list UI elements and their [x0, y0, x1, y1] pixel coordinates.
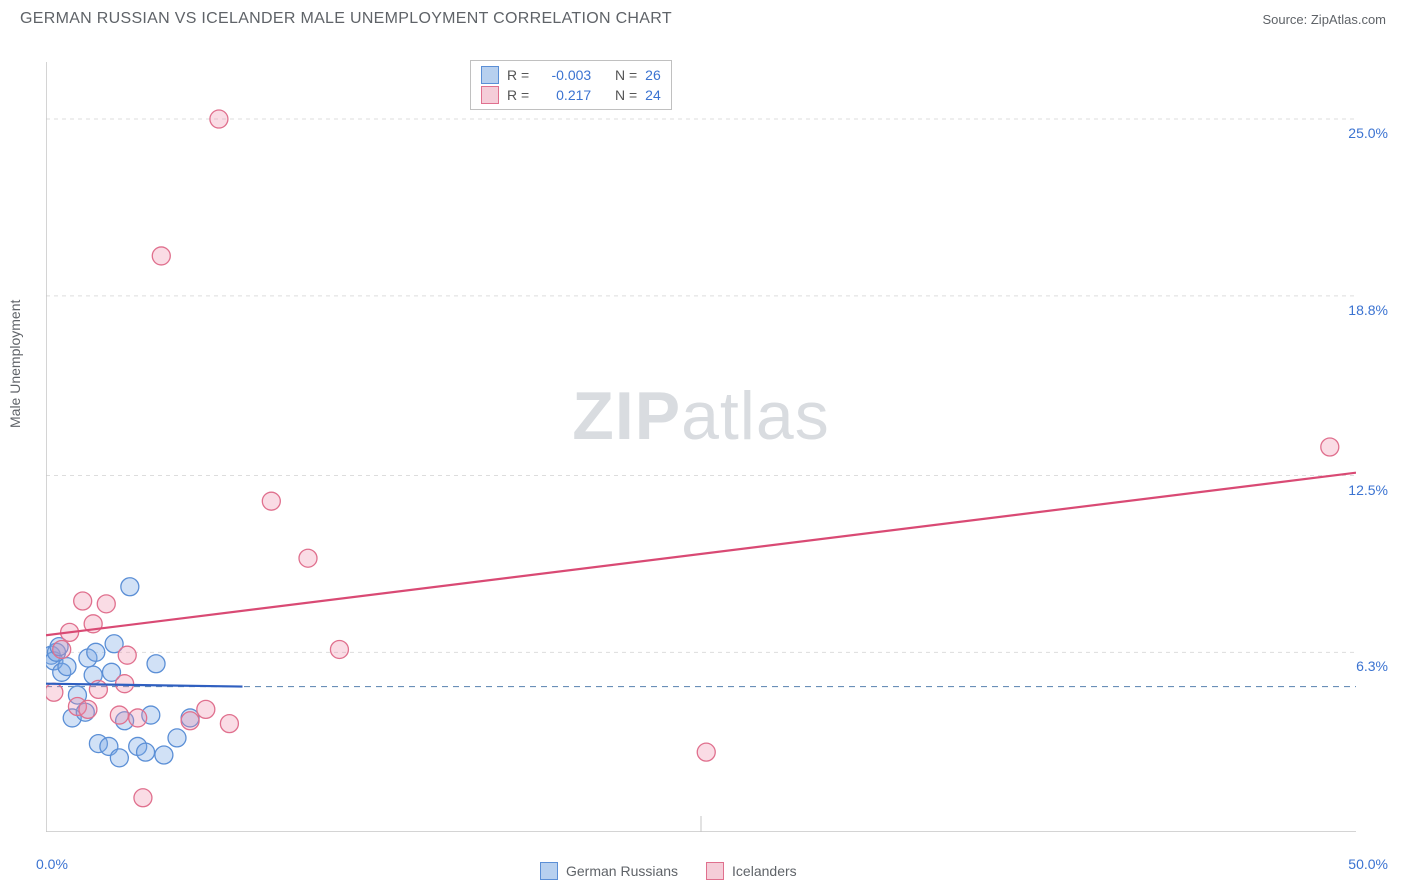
legend-swatch-icon — [540, 862, 558, 880]
legend-series-item: Icelanders — [706, 862, 797, 880]
legend-swatch-icon — [481, 86, 499, 104]
legend-swatch-icon — [706, 862, 724, 880]
chart-area: ZIPatlas — [46, 62, 1356, 832]
legend-series-label: Icelanders — [732, 863, 797, 879]
chart-title: GERMAN RUSSIAN VS ICELANDER MALE UNEMPLO… — [20, 10, 672, 28]
y-axis-label: Male Unemployment — [7, 300, 23, 428]
legend-stat-row: R =0.217 N = 24 — [481, 85, 661, 105]
legend-stats: R =-0.003 N = 26R =0.217 N = 24 — [470, 60, 672, 110]
x-tick-max: 50.0% — [1348, 856, 1388, 872]
source-label: Source: ZipAtlas.com — [1262, 12, 1386, 27]
y-tick-label: 25.0% — [1348, 125, 1388, 141]
y-tick-label: 12.5% — [1348, 482, 1388, 498]
scatter-plot — [46, 62, 1356, 832]
x-tick-min: 0.0% — [36, 856, 68, 872]
legend-stat-row: R =-0.003 N = 26 — [481, 65, 661, 85]
y-tick-label: 6.3% — [1356, 658, 1388, 674]
y-tick-label: 18.8% — [1348, 302, 1388, 318]
legend-series-label: German Russians — [566, 863, 678, 879]
legend-series-item: German Russians — [540, 862, 678, 880]
legend-swatch-icon — [481, 66, 499, 84]
legend-series: German Russians Icelanders — [540, 862, 797, 880]
